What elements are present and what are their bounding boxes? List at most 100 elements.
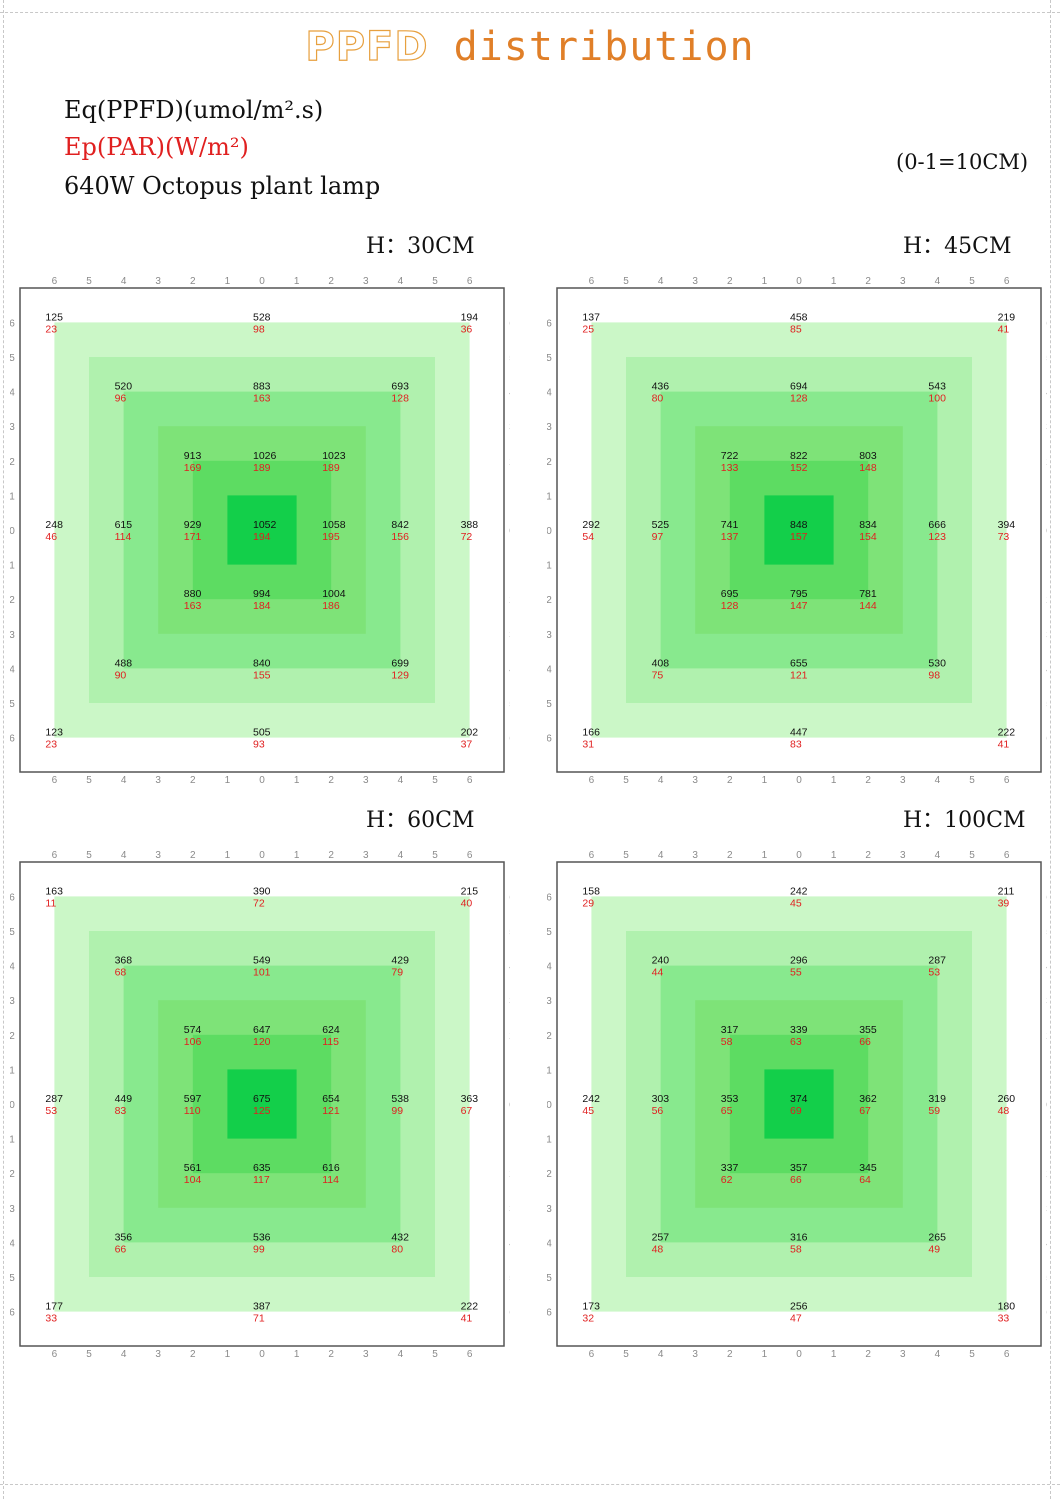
par-value: 58 bbox=[790, 1243, 802, 1255]
ppfd-value: 880 bbox=[184, 588, 202, 600]
y-tick-right: 5 bbox=[1046, 353, 1047, 364]
ppfd-value: 219 bbox=[998, 311, 1016, 323]
y-tick-left: 4 bbox=[10, 388, 15, 399]
y-tick-right: 6 bbox=[1046, 892, 1047, 903]
y-tick-right: 0 bbox=[509, 1100, 510, 1111]
x-tick-bottom: 3 bbox=[155, 1349, 161, 1360]
ppfd-value: 436 bbox=[652, 381, 670, 393]
x-tick-bottom: 1 bbox=[294, 1349, 300, 1360]
x-tick-bottom: 5 bbox=[432, 775, 438, 786]
par-value: 83 bbox=[790, 739, 802, 751]
par-value: 55 bbox=[790, 967, 802, 979]
chart-svg: 6666555544443333222211110000111122223333… bbox=[547, 850, 1047, 1360]
ppfd-value: 339 bbox=[790, 1024, 808, 1036]
par-value: 65 bbox=[721, 1105, 733, 1117]
par-value: 93 bbox=[253, 739, 265, 751]
title-highlight: PPFD bbox=[305, 23, 429, 70]
ppfd-value: 458 bbox=[790, 311, 808, 323]
par-value: 189 bbox=[322, 462, 340, 474]
intensity-zone-1 bbox=[227, 495, 297, 565]
x-tick-bottom: 2 bbox=[328, 775, 334, 786]
y-tick-left: 4 bbox=[10, 664, 15, 675]
y-tick-right: 6 bbox=[509, 318, 510, 329]
y-tick-right: 0 bbox=[1046, 526, 1047, 537]
ppfd-value: 840 bbox=[253, 657, 271, 669]
x-tick-bottom: 6 bbox=[589, 775, 595, 786]
par-value: 40 bbox=[461, 897, 473, 909]
x-tick-top: 1 bbox=[831, 850, 837, 861]
y-tick-left: 3 bbox=[547, 996, 552, 1007]
ppfd-value: 287 bbox=[928, 955, 946, 967]
y-tick-left: 5 bbox=[547, 699, 552, 710]
ppfd-value: 316 bbox=[790, 1231, 808, 1243]
par-value: 128 bbox=[721, 600, 739, 612]
par-value: 123 bbox=[928, 531, 946, 543]
x-tick-bottom: 2 bbox=[190, 1349, 196, 1360]
x-tick-top: 2 bbox=[190, 276, 196, 287]
par-value: 99 bbox=[391, 1105, 403, 1117]
y-tick-left: 1 bbox=[10, 561, 15, 572]
x-tick-bottom: 5 bbox=[86, 775, 92, 786]
ppfd-value: 536 bbox=[253, 1231, 271, 1243]
y-tick-left: 1 bbox=[547, 1065, 552, 1076]
x-tick-bottom: 3 bbox=[900, 1349, 906, 1360]
ppfd-value: 337 bbox=[721, 1162, 739, 1174]
par-value: 47 bbox=[790, 1313, 802, 1325]
y-tick-left: 2 bbox=[547, 595, 552, 606]
par-value: 41 bbox=[998, 739, 1010, 751]
ppfd-value: 834 bbox=[859, 519, 877, 531]
ppfd-value: 883 bbox=[253, 381, 271, 393]
ppfd-value: 256 bbox=[790, 1301, 808, 1313]
y-tick-right: 2 bbox=[509, 1031, 510, 1042]
par-value: 114 bbox=[115, 531, 132, 543]
ppfd-value: 1026 bbox=[253, 450, 277, 462]
y-tick-right: 5 bbox=[509, 353, 510, 364]
y-tick-right: 4 bbox=[509, 1238, 510, 1249]
x-tick-bottom: 1 bbox=[225, 775, 231, 786]
y-tick-left: 6 bbox=[547, 892, 552, 903]
par-value: 33 bbox=[45, 1313, 57, 1325]
y-tick-right: 4 bbox=[509, 388, 510, 399]
x-tick-top: 6 bbox=[589, 276, 595, 287]
x-tick-top: 3 bbox=[692, 276, 698, 287]
ppfd-value: 368 bbox=[115, 955, 133, 967]
ppfd-value: 994 bbox=[253, 588, 271, 600]
x-tick-top: 6 bbox=[1004, 276, 1010, 287]
par-value: 48 bbox=[998, 1105, 1010, 1117]
x-tick-top: 1 bbox=[294, 276, 300, 287]
y-tick-right: 3 bbox=[509, 1204, 510, 1215]
page-border-bottom bbox=[0, 1484, 1060, 1485]
y-tick-left: 2 bbox=[10, 1169, 15, 1180]
par-value: 66 bbox=[859, 1036, 871, 1048]
par-value: 53 bbox=[928, 967, 940, 979]
ppfd-value: 913 bbox=[184, 450, 202, 462]
x-tick-top: 4 bbox=[935, 850, 941, 861]
y-tick-right: 2 bbox=[1046, 1169, 1047, 1180]
y-tick-left: 5 bbox=[547, 1273, 552, 1284]
x-tick-bottom: 4 bbox=[935, 1349, 941, 1360]
x-tick-top: 4 bbox=[121, 850, 127, 861]
y-tick-right: 1 bbox=[1046, 1135, 1047, 1146]
par-value: 66 bbox=[790, 1174, 802, 1186]
ppfd-value: 317 bbox=[721, 1024, 739, 1036]
ppfd-value: 1023 bbox=[322, 450, 346, 462]
ppfd-value: 408 bbox=[652, 657, 670, 669]
y-tick-left: 5 bbox=[547, 353, 552, 364]
ppfd-value: 374 bbox=[790, 1093, 808, 1105]
ppfd-value: 429 bbox=[391, 955, 409, 967]
y-tick-right: 2 bbox=[509, 457, 510, 468]
y-tick-left: 3 bbox=[10, 422, 15, 433]
page-border-right bbox=[1050, 0, 1051, 1499]
y-tick-right: 6 bbox=[1046, 1308, 1047, 1319]
y-tick-left: 2 bbox=[547, 1169, 552, 1180]
x-tick-bottom: 0 bbox=[259, 775, 265, 786]
ppfd-value: 125 bbox=[45, 311, 63, 323]
x-tick-bottom: 3 bbox=[900, 775, 906, 786]
ppfd-value: 722 bbox=[721, 450, 739, 462]
par-value: 33 bbox=[998, 1313, 1010, 1325]
x-tick-bottom: 5 bbox=[623, 1349, 629, 1360]
x-tick-bottom: 3 bbox=[692, 775, 698, 786]
ppfd-value: 287 bbox=[45, 1093, 63, 1105]
x-tick-bottom: 4 bbox=[398, 775, 404, 786]
x-tick-bottom: 3 bbox=[363, 1349, 369, 1360]
